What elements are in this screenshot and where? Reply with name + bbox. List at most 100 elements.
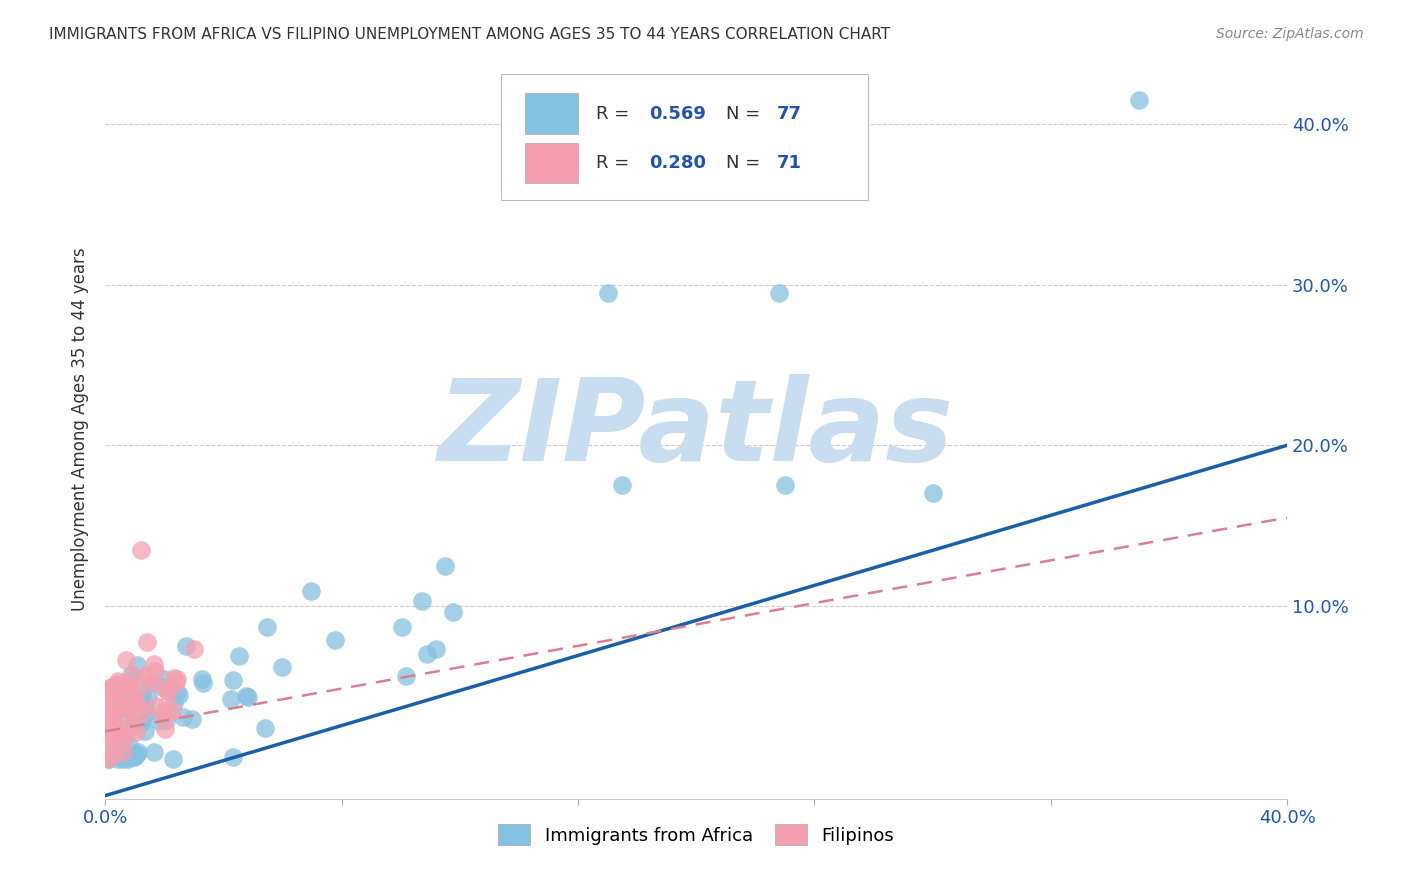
Point — [135, 634, 157, 648]
Point — [101, 710, 124, 724]
Point — [142, 657, 165, 671]
Point — [155, 713, 177, 727]
Point — [150, 680, 173, 694]
Point — [97, 731, 120, 746]
Point — [128, 695, 150, 709]
Point — [104, 698, 127, 712]
Point — [124, 695, 146, 709]
Point — [118, 739, 141, 753]
Point — [253, 721, 276, 735]
Point — [174, 639, 197, 653]
Point — [107, 733, 129, 747]
Point — [124, 725, 146, 739]
Point — [127, 701, 149, 715]
Text: 0.569: 0.569 — [650, 104, 706, 122]
Point — [148, 714, 170, 729]
Point — [129, 708, 152, 723]
Text: 0.280: 0.280 — [650, 154, 706, 172]
Point — [101, 683, 124, 698]
Point — [111, 685, 134, 699]
Point — [127, 747, 149, 761]
Point — [441, 605, 464, 619]
Point — [165, 674, 187, 689]
Point — [166, 685, 188, 699]
Point — [256, 620, 278, 634]
Point — [111, 735, 134, 749]
Point — [131, 688, 153, 702]
Point — [104, 695, 127, 709]
Point — [98, 681, 121, 696]
Point — [122, 750, 145, 764]
Point — [121, 706, 143, 720]
Point — [127, 700, 149, 714]
Point — [416, 647, 439, 661]
Point — [156, 684, 179, 698]
Point — [222, 750, 245, 764]
Point — [596, 285, 619, 300]
Point — [128, 715, 150, 730]
Bar — [524, 94, 578, 134]
Point — [299, 583, 322, 598]
Point — [191, 676, 214, 690]
Point — [124, 748, 146, 763]
Text: IMMIGRANTS FROM AFRICA VS FILIPINO UNEMPLOYMENT AMONG AGES 35 TO 44 YEARS CORREL: IMMIGRANTS FROM AFRICA VS FILIPINO UNEMP… — [49, 27, 890, 42]
Point — [111, 745, 134, 759]
Point — [97, 696, 120, 710]
Point — [108, 702, 131, 716]
Point — [97, 693, 120, 707]
Point — [105, 689, 128, 703]
Point — [142, 675, 165, 690]
Point — [135, 668, 157, 682]
Point — [115, 724, 138, 739]
Point — [136, 670, 159, 684]
Point — [235, 689, 257, 703]
Point — [112, 732, 135, 747]
Point — [228, 649, 250, 664]
Point — [120, 719, 142, 733]
Point — [271, 660, 294, 674]
Point — [100, 727, 122, 741]
Point — [101, 747, 124, 761]
Point — [103, 714, 125, 728]
Point — [97, 741, 120, 756]
Point — [773, 478, 796, 492]
Point — [236, 690, 259, 705]
Point — [391, 620, 413, 634]
Point — [1128, 93, 1150, 107]
Point — [612, 478, 634, 492]
Point — [129, 694, 152, 708]
Point — [135, 706, 157, 720]
Point — [219, 692, 242, 706]
Point — [921, 486, 943, 500]
Point — [155, 682, 177, 697]
Point — [98, 752, 121, 766]
Point — [115, 653, 138, 667]
Point — [107, 673, 129, 688]
Point — [97, 732, 120, 747]
Point — [108, 698, 131, 713]
Point — [222, 673, 245, 688]
Point — [118, 675, 141, 690]
Point — [118, 704, 141, 718]
Point — [118, 700, 141, 714]
Point — [122, 714, 145, 728]
Point — [127, 745, 149, 759]
Point — [395, 669, 418, 683]
Point — [153, 672, 176, 686]
Point — [124, 699, 146, 714]
Point — [104, 690, 127, 704]
Point — [120, 668, 142, 682]
Legend: Immigrants from Africa, Filipinos: Immigrants from Africa, Filipinos — [498, 824, 894, 846]
Point — [122, 668, 145, 682]
Text: N =: N = — [725, 154, 766, 172]
Point — [150, 706, 173, 720]
Point — [122, 693, 145, 707]
Point — [107, 697, 129, 711]
Point — [143, 699, 166, 714]
Point — [101, 680, 124, 694]
Point — [172, 709, 194, 723]
Point — [112, 752, 135, 766]
Point — [131, 714, 153, 729]
Point — [127, 658, 149, 673]
Text: R =: R = — [596, 154, 634, 172]
